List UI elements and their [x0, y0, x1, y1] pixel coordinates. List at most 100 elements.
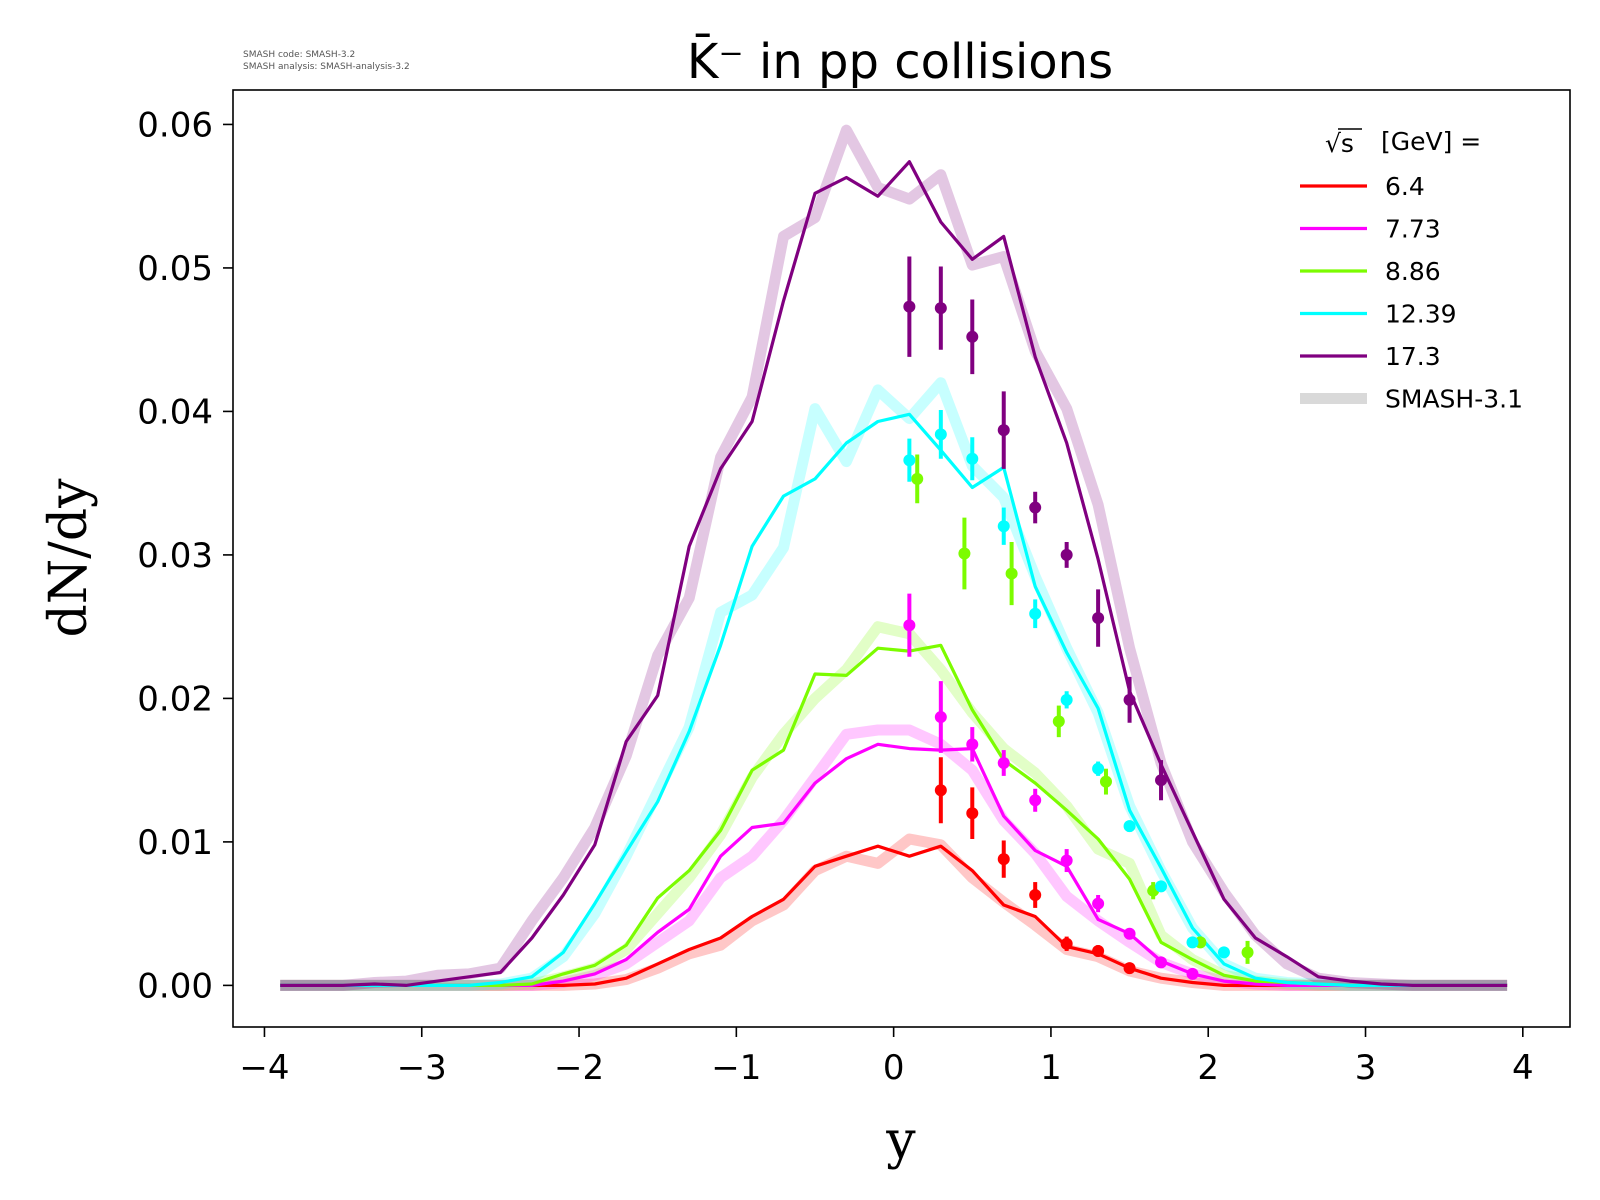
series-line-6-4: [280, 844, 1508, 988]
marker: [1060, 854, 1073, 867]
x-tick-label: −3: [397, 1048, 447, 1088]
data-point-8-86: [958, 517, 971, 590]
data-point-7-73: [1186, 967, 1199, 980]
marker: [1092, 897, 1105, 910]
series-line-8-86: [280, 643, 1508, 988]
y-tick-label: 0.06: [137, 105, 213, 145]
marker: [1029, 607, 1042, 620]
legend-label: 7.73: [1385, 215, 1441, 244]
legend-entries: 6.4 7.73 8.86 12.39 17.3 SMASH-3.1: [1300, 172, 1523, 414]
marker: [958, 547, 971, 560]
data-point-17-3: [1060, 541, 1073, 568]
marker: [966, 452, 979, 465]
data-point-7-73: [1060, 849, 1073, 873]
data-point-7-73: [934, 681, 947, 753]
legend-label: 6.4: [1385, 172, 1425, 201]
chart-title: K̄⁻ in pp collisions: [687, 33, 1113, 90]
data-point-7-73: [1155, 956, 1168, 969]
marker: [1092, 612, 1105, 625]
x-tick-label: 4: [1512, 1048, 1534, 1088]
data-point-8-86: [1099, 768, 1112, 795]
marker: [1099, 775, 1112, 788]
data-point-17-3: [1092, 589, 1105, 647]
data-point-6-4: [1029, 882, 1042, 908]
plot-frame: [232, 89, 1571, 1028]
data-point-12-39: [1060, 691, 1073, 709]
legend-title: [GeV] =: [1381, 127, 1481, 156]
x-tick-label: 1: [1040, 1048, 1062, 1088]
marker: [911, 472, 924, 485]
marker: [1217, 946, 1230, 959]
marker: [1123, 820, 1136, 833]
data-point-12-39: [1155, 880, 1168, 893]
data-point-7-73: [997, 750, 1010, 776]
x-tick-label: 3: [1355, 1048, 1377, 1088]
marker: [1092, 762, 1105, 775]
marker: [1155, 774, 1168, 787]
data-point-12-39: [934, 409, 947, 459]
data-point-7-73: [903, 593, 916, 657]
legend-label: 17.3: [1385, 342, 1441, 371]
marker: [903, 619, 916, 632]
data-point-8-86: [1241, 940, 1254, 964]
marker: [997, 520, 1010, 533]
marker: [997, 853, 1010, 866]
reference-line-8-86: [280, 621, 1508, 991]
y-axis: 0.00 0.01 0.02 0.03 0.04 0.05 0.06: [137, 105, 233, 1006]
x-tick-label: 2: [1197, 1048, 1219, 1088]
marker: [1052, 715, 1065, 728]
x-tick-label: −2: [554, 1048, 604, 1088]
data-point-12-39: [997, 507, 1010, 545]
data-point-6-4: [966, 787, 979, 840]
legend-title-symbol: √s: [1325, 129, 1354, 158]
marker: [903, 300, 916, 313]
marker: [934, 302, 947, 315]
data-point-7-73: [1092, 894, 1105, 913]
marker: [1123, 927, 1136, 940]
meta-info: SMASH code: SMASH-3.2 SMASH analysis: SM…: [243, 50, 410, 72]
x-tick-label: −1: [711, 1048, 761, 1088]
data-point-6-4: [1092, 944, 1105, 957]
data-point-17-3: [903, 256, 916, 357]
data-point-12-39: [966, 437, 979, 481]
legend: √s [GeV] = 6.4 7.73 8.86 12.39 17.3 SMASH-3.1: [1300, 127, 1523, 414]
marker: [966, 807, 979, 820]
marker: [1005, 567, 1018, 580]
legend-label: 12.39: [1385, 300, 1457, 329]
marker: [1186, 967, 1199, 980]
marker: [1029, 888, 1042, 901]
meta-analysis-version: SMASH analysis: SMASH-analysis-3.2: [243, 62, 410, 72]
marker: [934, 784, 947, 797]
data-point-12-39: [1123, 820, 1136, 833]
series-line-17-3: [280, 160, 1508, 988]
legend-entry-7-73: 7.73: [1300, 215, 1441, 244]
x-tick-label: 0: [883, 1048, 905, 1088]
marker: [1123, 693, 1136, 706]
data-point-17-3: [1029, 491, 1042, 524]
marker: [1155, 956, 1168, 969]
marker: [903, 454, 916, 467]
y-tick-label: 0.02: [137, 679, 213, 719]
data-point-7-73: [1123, 927, 1136, 940]
data-point-12-39: [1092, 761, 1105, 776]
marker: [1029, 794, 1042, 807]
marker: [1186, 936, 1199, 949]
legend-entry-6-4: 6.4: [1300, 172, 1425, 201]
data-point-17-3: [997, 391, 1010, 469]
data-point-8-86: [1005, 541, 1018, 606]
marker: [1060, 937, 1073, 950]
reference-line-12-39: [280, 377, 1508, 991]
data-point-12-39: [1217, 946, 1230, 959]
x-axis-label: y: [885, 1111, 916, 1171]
legend-entry-17-3: 17.3: [1300, 342, 1441, 371]
data-point-8-86: [1052, 705, 1065, 738]
y-tick-label: 0.01: [137, 823, 213, 863]
marker: [934, 428, 947, 441]
marker: [966, 330, 979, 343]
x-tick-label: −4: [239, 1048, 289, 1088]
reference-line-17-3: [280, 124, 1508, 991]
data-point-12-39: [1186, 936, 1199, 949]
data-point-7-73: [1029, 788, 1042, 812]
data-point-12-39: [1029, 599, 1042, 629]
